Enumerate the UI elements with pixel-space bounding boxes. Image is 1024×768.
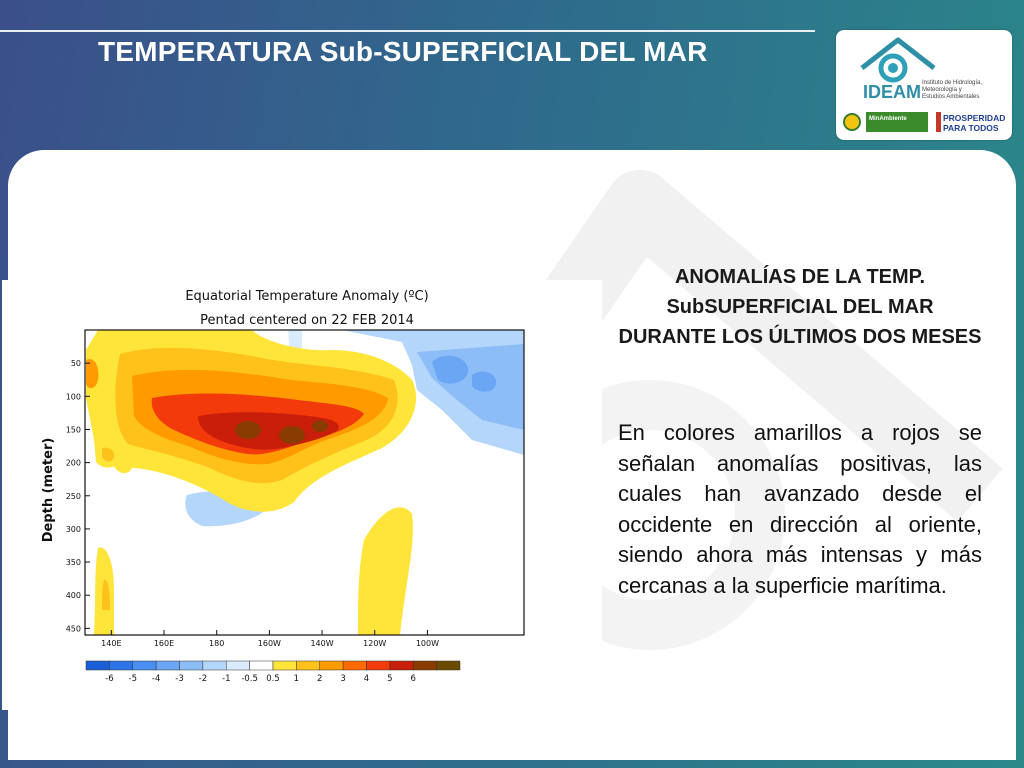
colorbar-swatch — [436, 660, 461, 671]
colorbar-label: -6 — [105, 674, 113, 684]
y-tick-label: 300 — [66, 525, 81, 534]
logo-line3: Estudios Ambientales — [922, 94, 979, 100]
colorbar-swatch — [389, 660, 414, 671]
warm-anomaly-dark-red — [198, 412, 339, 450]
anomaly-heading: ANOMALÍAS DE LA TEMP. SubSUPERFICIAL DEL… — [618, 266, 982, 348]
title-divider — [0, 30, 815, 32]
colorbar-swatch — [132, 660, 157, 671]
x-tick-label: 160W — [258, 639, 281, 648]
anomaly-description: En colores amarillos a rojos se señalan … — [618, 420, 982, 598]
y-tick-label: 450 — [66, 624, 81, 633]
colorbar-swatch — [179, 660, 204, 671]
cold-core-1 — [432, 355, 469, 384]
colorbar-label: -4 — [152, 674, 160, 684]
swirl-center-icon — [888, 63, 898, 73]
colorbar-swatch — [202, 660, 227, 671]
colorbar-label: -1 — [222, 674, 230, 684]
colorbar-swatch — [272, 660, 297, 671]
colorbar-label: 6 — [411, 674, 416, 684]
y-tick-label: 50 — [71, 359, 81, 368]
colorbar-swatch — [319, 660, 344, 671]
y-tick-label: 200 — [66, 459, 81, 468]
roof-icon — [860, 37, 936, 70]
colorbar: -6 -5 -4 -3 -2 -1 -0.5 0.5 1 2 3 4 5 6 — [85, 660, 461, 684]
logo-panel: IDEAM Instituto de Hidrología, Meteorolo… — [836, 30, 1012, 140]
chart-subtitle: Pentad centered on 22 FEB 2014 — [200, 313, 414, 328]
colorbar-swatch — [296, 660, 320, 671]
y-tick-label: 400 — [66, 591, 81, 600]
warm-west-blob — [86, 359, 99, 389]
x-tick-label: 140E — [101, 639, 121, 648]
x-tick-label: 120W — [363, 639, 386, 648]
colorbar-label: -5 — [129, 674, 137, 684]
colorbar-label: -2 — [199, 674, 207, 684]
coat-of-arms-icon — [843, 113, 861, 131]
colorbar-swatch — [249, 660, 274, 671]
logo-name: IDEAM — [863, 82, 921, 102]
x-tick-label: 100W — [416, 639, 439, 648]
ideam-logo: IDEAM Instituto de Hidrología, Meteorolo… — [843, 37, 1005, 133]
x-tick-label: 160E — [154, 639, 174, 648]
colorbar-swatch — [109, 660, 133, 671]
colorbar-swatch — [155, 660, 180, 671]
warm-patch-3 — [114, 449, 133, 474]
x-tick-label: 180 — [209, 639, 224, 648]
slide-title: TEMPERATURA Sub-SUPERFICIAL DEL MAR — [98, 36, 708, 67]
chart-title: Equatorial Temperature Anomaly (ºC) — [185, 289, 428, 304]
y-tick-label: 100 — [66, 392, 81, 401]
slogan-bottom: PARA TODOS — [943, 123, 999, 133]
cold-core-2 — [472, 371, 497, 392]
slogan-top: PROSPERIDAD — [943, 113, 1005, 123]
colorbar-swatch — [85, 660, 110, 671]
y-tick-label: 150 — [66, 425, 81, 434]
flag-bar-icon — [936, 112, 941, 132]
ministry-badge — [866, 112, 928, 132]
plot-frame — [84, 329, 525, 636]
colorbar-label: 5 — [387, 674, 392, 684]
anomaly-figure: Equatorial Temperature Anomaly (ºC) Pent… — [2, 280, 602, 710]
colorbar-label: -0.5 — [241, 674, 258, 684]
y-tick-label: 250 — [66, 492, 81, 501]
y-axis-label: Depth (meter) — [41, 438, 56, 543]
anomaly-chart: Equatorial Temperature Anomaly (ºC) Pent… — [41, 289, 525, 684]
logo-line1: Instituto de Hidrología, — [922, 80, 982, 86]
colorbar-label: 1 — [294, 674, 299, 684]
colorbar-label: 3 — [340, 674, 345, 684]
warm-patch-2 — [102, 447, 115, 462]
colorbar-label: -3 — [175, 674, 183, 684]
warm-core-1 — [235, 421, 261, 439]
logo-line2: Meteorología y — [922, 87, 962, 93]
colorbar-label: 0.5 — [266, 674, 280, 684]
colorbar-swatch — [342, 660, 367, 671]
x-tick-label: 140W — [310, 639, 333, 648]
anomaly-field — [85, 330, 524, 635]
warm-deep-east — [358, 507, 413, 635]
swirl-icon — [878, 53, 908, 83]
colorbar-label: 4 — [364, 674, 369, 684]
warm-deep-core — [102, 579, 110, 610]
y-tick-label: 350 — [66, 558, 81, 567]
warm-core-2 — [279, 426, 305, 444]
colorbar-label: 2 — [317, 674, 322, 684]
colorbar-swatch — [366, 660, 391, 671]
ministry-label: MinAmbiente — [869, 116, 907, 122]
colorbar-swatch — [413, 660, 437, 671]
axis-ticks: 50 100 150 200 250 300 350 400 450 140E 160E 180 160… — [66, 359, 439, 648]
warm-core-3 — [312, 420, 328, 432]
colorbar-swatch — [226, 660, 250, 671]
